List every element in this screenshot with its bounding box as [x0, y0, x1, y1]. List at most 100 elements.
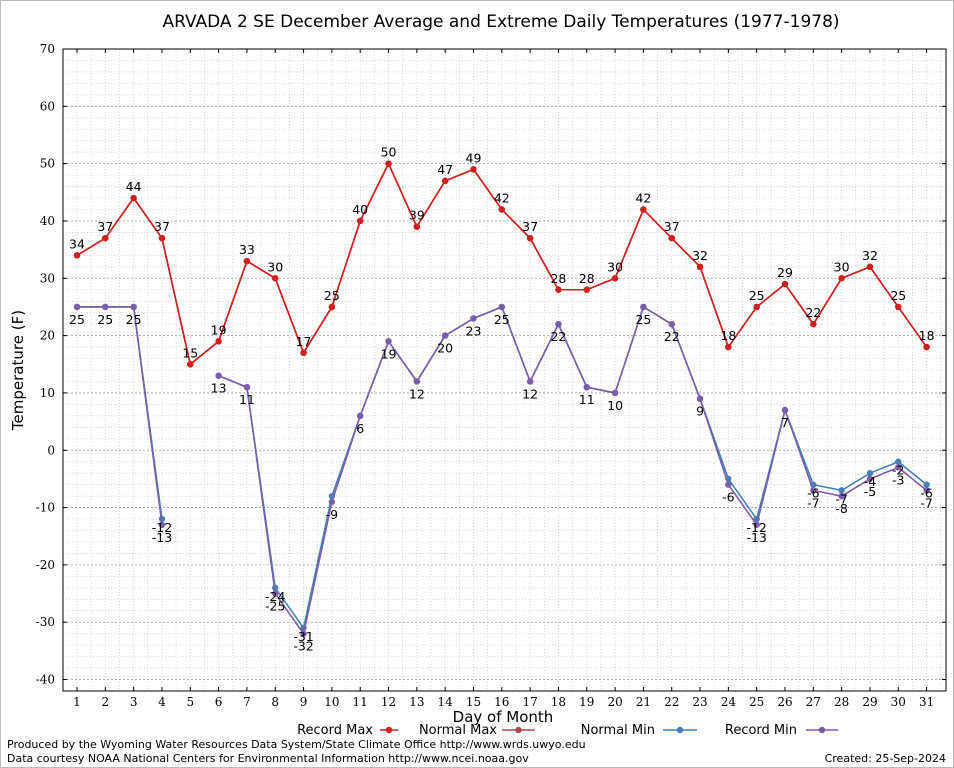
legend-marker-normal-max: [515, 726, 522, 734]
record-min-point: [866, 475, 874, 483]
x-tick-label: 8: [271, 695, 279, 709]
record-min-point: [158, 521, 166, 528]
footer-created: Created: 25-Sep-2024: [825, 752, 946, 765]
x-tick-label: 27: [806, 695, 821, 709]
normal-min-data-label: -7: [835, 491, 847, 506]
record-min-point: [526, 378, 534, 385]
y-tick-label: -20: [36, 558, 55, 572]
record-max-point: [781, 280, 789, 288]
record-max-point: [187, 361, 194, 368]
record-max-data-label: 33: [239, 242, 255, 257]
record-min-data-label: 11: [579, 392, 595, 407]
record-min-data-label: 25: [97, 312, 113, 327]
x-axis-title: Day of Month: [453, 708, 554, 726]
x-tick-label: 11: [353, 695, 368, 709]
record-min-data-label: -25: [265, 599, 285, 614]
footer-credit-line1: Produced by the Wyoming Water Resources …: [7, 738, 586, 751]
record-min-data-label: 13: [211, 381, 227, 396]
legend-label-normal-max: Normal Max: [419, 723, 497, 738]
normal-min-point: [923, 481, 930, 488]
normal-min-data-label: -4: [864, 474, 877, 489]
normal-min-point: [838, 487, 845, 494]
record-min-data-label: 20: [437, 341, 453, 356]
x-tick-label: 26: [777, 695, 792, 709]
record-max-point: [810, 320, 817, 328]
record-max-data-label: 18: [919, 328, 935, 343]
record-min-data-label: 25: [126, 312, 142, 327]
record-min-data-label: 22: [550, 329, 566, 344]
record-min-point: [328, 498, 336, 506]
record-min-point: [215, 372, 222, 379]
record-min-point: [725, 481, 732, 488]
record-min-point: [810, 487, 817, 494]
record-min-data-label: 25: [69, 312, 85, 327]
record-min-point: [583, 383, 590, 391]
record-min-point: [696, 395, 704, 402]
record-min-point: [130, 303, 137, 311]
record-min-data-label: 12: [409, 386, 425, 401]
record-min-line: [218, 305, 928, 636]
normal-min-data-label: -24: [265, 589, 285, 604]
record-min-data-label: -8: [835, 501, 848, 516]
record-min-data-label: -5: [864, 484, 876, 499]
y-tick-label: 20: [40, 329, 55, 343]
record-min-data-label: -7: [920, 495, 932, 510]
record-min-point: [441, 332, 449, 339]
record-max-data-label: 25: [890, 288, 906, 303]
legend-marker-record-min: [818, 726, 826, 734]
record-min-point: [895, 464, 902, 471]
record-max-point: [130, 194, 137, 202]
record-max-data-label: 37: [97, 219, 113, 234]
record-max-point: [895, 303, 902, 311]
y-axis-ticks: 70 60 50 40 30 20 10 0 -10 -20 -30 -40: [36, 42, 946, 687]
record-max-point: [668, 234, 675, 242]
record-max-point: [611, 275, 619, 282]
plot-frame: [62, 48, 947, 692]
y-tick-label: 30: [40, 271, 55, 285]
record-max-point: [725, 343, 732, 351]
record-min-data-label: -7: [807, 495, 819, 510]
legend-marker-normal-min: [676, 726, 684, 734]
y-tick-label: 40: [40, 214, 55, 228]
x-tick-label: 31: [919, 695, 934, 709]
record-max-data-label: 37: [664, 219, 680, 234]
record-max-point: [696, 263, 704, 271]
x-tick-label: 16: [494, 695, 509, 709]
record-min-point: [498, 303, 505, 311]
record-max-data-label: 44: [126, 179, 142, 194]
record-max-data-label: 47: [437, 162, 453, 177]
record-min-line: [77, 306, 163, 525]
record-min-point: [668, 320, 675, 328]
record-min-data-label: -13: [152, 530, 172, 545]
x-tick-label: 20: [607, 695, 622, 709]
record-max-point: [640, 206, 647, 213]
record-max-point: [441, 177, 449, 185]
record-min-data-label: 23: [466, 323, 482, 338]
record-max-data-label: 28: [579, 271, 595, 286]
y-tick-label: -10: [36, 501, 55, 515]
record-max-point: [470, 166, 477, 173]
record-max-data-label: 42: [635, 191, 651, 206]
normal-min-data-label: -6: [920, 486, 933, 501]
record-min-data-label: -3: [892, 472, 904, 487]
x-tick-label: 17: [522, 695, 537, 709]
record-min-data-label: 25: [635, 312, 651, 327]
record-min-data-label: 11: [239, 392, 255, 407]
x-tick-label: 2: [101, 695, 109, 709]
legend-label-record-max: Record Max: [297, 723, 373, 738]
record-max-point: [866, 263, 874, 271]
y-tick-label: 70: [40, 42, 55, 56]
record-max-point: [272, 275, 279, 282]
record-max-point: [555, 286, 562, 293]
record-max-point: [526, 234, 534, 242]
record-min-point: [385, 338, 392, 345]
record-max-data-label: 17: [296, 334, 312, 349]
x-tick-label: 25: [749, 695, 764, 709]
x-tick-label: 21: [636, 695, 651, 709]
record-max-point: [102, 234, 109, 242]
x-tick-label: 22: [664, 695, 679, 709]
record-min-data-label: 25: [494, 312, 510, 327]
record-min-data-label: 19: [381, 346, 397, 361]
record-max-point: [498, 206, 505, 213]
legend-label-normal-min: Normal Min: [581, 723, 655, 738]
